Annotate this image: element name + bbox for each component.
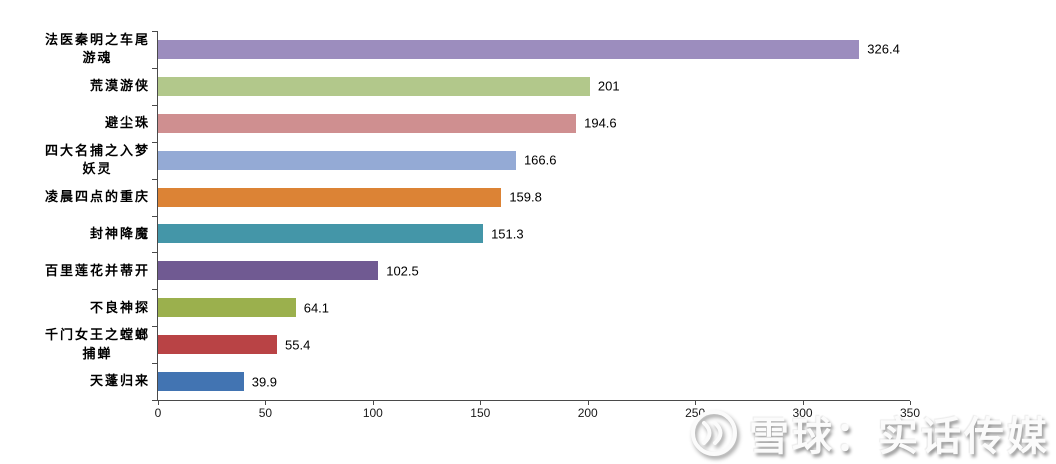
category-label: 荒漠游侠 — [89, 78, 150, 94]
plot-area: 326.4 201 194.6 166.6 159.8 151.3 102.5 64.1 55.… — [157, 31, 910, 401]
y-tick — [152, 141, 157, 143]
category-cell: 封神降魔 — [0, 216, 150, 253]
category-cell: 法医秦明之车尾 游魂 — [0, 31, 150, 68]
watermark-text: 雪球：实话传媒 — [749, 415, 1050, 459]
x-tick-label: 200 — [577, 406, 598, 420]
x-tick-label: 350 — [899, 406, 921, 420]
value-label: 326.4 — [867, 41, 900, 57]
category-cell: 四大名捕之入梦 妖灵 — [0, 142, 150, 179]
category-cell: 凌晨四点的重庆 — [0, 179, 150, 216]
value-label: 159.8 — [509, 189, 542, 205]
value-label: 166.6 — [523, 152, 557, 168]
value-label: 102.5 — [386, 263, 419, 279]
bar — [158, 298, 296, 318]
x-tick — [158, 401, 159, 405]
category-label: 四大名捕之入梦 妖灵 — [44, 142, 150, 177]
category-label: 百里莲花并蒂开 — [44, 262, 150, 278]
bar — [158, 150, 516, 170]
value-label: 55.4 — [285, 337, 311, 353]
category-label: 避尘珠 — [104, 115, 150, 131]
bar — [158, 187, 502, 207]
category-label: 不良神探 — [89, 299, 150, 315]
y-tick — [152, 178, 157, 180]
category-cell: 荒漠游侠 — [0, 68, 150, 105]
bar — [158, 261, 379, 281]
category-cell: 天蓬归来 — [0, 363, 150, 400]
category-label: 千门女王之螳螂 捕蝉 — [44, 327, 150, 361]
x-tick-label: 150 — [470, 406, 491, 420]
category-cell: 避尘珠 — [0, 105, 150, 142]
value-label: 39.9 — [251, 374, 278, 390]
bar — [158, 113, 577, 133]
x-tick-label: 50 — [258, 406, 273, 420]
category-cell: 千门女王之螳螂 捕蝉 — [0, 326, 150, 363]
value-label: 194.6 — [584, 115, 617, 131]
y-tick — [152, 326, 157, 328]
category-cell: 百里莲花并蒂开 — [0, 252, 150, 289]
y-tick — [152, 289, 157, 291]
category-cell: 不良神探 — [0, 289, 150, 326]
bar — [158, 335, 278, 355]
x-tick — [480, 401, 482, 405]
category-label: 天蓬归来 — [89, 373, 150, 389]
y-tick — [152, 252, 157, 254]
x-tick — [265, 401, 267, 405]
x-tick-label: 100 — [362, 406, 383, 420]
category-label: 凌晨四点的重庆 — [44, 188, 150, 204]
x-tick-label: 300 — [792, 406, 813, 420]
x-tick — [372, 401, 374, 405]
y-tick — [152, 215, 157, 217]
y-tick — [152, 363, 157, 365]
bar — [158, 76, 590, 96]
y-tick — [152, 31, 157, 32]
x-tick — [695, 401, 697, 405]
y-tick — [152, 400, 157, 401]
y-tick — [152, 104, 157, 106]
value-label: 64.1 — [303, 300, 330, 316]
bar — [158, 372, 244, 392]
xueqiu-snowball-icon — [691, 410, 737, 456]
x-tick — [587, 401, 589, 405]
category-label: 封神降魔 — [89, 225, 150, 241]
watermark: 雪球：实话传媒 — [689, 404, 1050, 462]
bar — [158, 224, 484, 244]
x-tick-label: 0 — [154, 406, 162, 420]
x-tick — [910, 401, 911, 405]
category-label: 法医秦明之车尾 游魂 — [44, 32, 150, 66]
value-label: 151.3 — [491, 226, 524, 242]
x-tick — [802, 401, 804, 405]
value-label: 201 — [597, 78, 620, 94]
y-tick — [152, 67, 157, 69]
bar — [158, 39, 860, 59]
